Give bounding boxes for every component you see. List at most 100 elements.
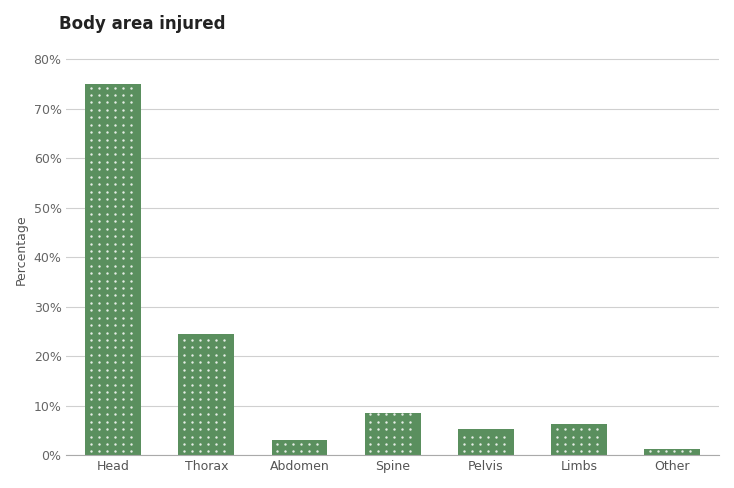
- Point: [92, 203, 104, 210]
- Point: [92, 306, 104, 314]
- Point: [117, 232, 128, 240]
- Point: [194, 410, 206, 418]
- Point: [186, 381, 197, 388]
- Point: [101, 269, 112, 277]
- Point: [101, 121, 112, 129]
- Point: [218, 447, 230, 455]
- Point: [117, 336, 128, 344]
- Point: [125, 447, 137, 455]
- Point: [668, 447, 680, 455]
- Point: [125, 366, 137, 374]
- Point: [92, 351, 104, 359]
- Point: [388, 433, 400, 441]
- Point: [365, 425, 377, 433]
- Point: [92, 180, 104, 188]
- Point: [210, 425, 222, 433]
- Point: [591, 433, 603, 441]
- Point: [279, 447, 291, 455]
- Point: [117, 381, 128, 388]
- Point: [186, 425, 197, 433]
- Point: [210, 418, 222, 426]
- Point: [92, 121, 104, 129]
- Point: [109, 99, 120, 106]
- Point: [117, 150, 128, 158]
- Point: [178, 396, 190, 404]
- Point: [388, 425, 400, 433]
- Point: [117, 113, 128, 121]
- Point: [125, 433, 137, 441]
- Point: [117, 121, 128, 129]
- Point: [404, 418, 416, 426]
- Point: [92, 232, 104, 240]
- Point: [125, 292, 137, 300]
- Point: [202, 344, 214, 351]
- Point: [117, 254, 128, 262]
- Point: [101, 91, 112, 99]
- Point: [380, 440, 392, 448]
- Point: [117, 329, 128, 337]
- Point: [458, 433, 470, 441]
- Point: [85, 336, 97, 344]
- Point: [92, 396, 104, 404]
- Point: [117, 388, 128, 396]
- Point: [202, 366, 214, 374]
- Point: [101, 165, 112, 173]
- Point: [380, 433, 392, 441]
- Point: [575, 447, 586, 455]
- Point: [125, 388, 137, 396]
- Point: [202, 396, 214, 404]
- Point: [85, 344, 97, 351]
- Point: [458, 440, 470, 448]
- Point: [186, 396, 197, 404]
- Point: [365, 418, 377, 426]
- Point: [92, 83, 104, 91]
- Point: [101, 136, 112, 143]
- Point: [210, 381, 222, 388]
- Point: [396, 447, 408, 455]
- Point: [92, 143, 104, 151]
- Point: [125, 336, 137, 344]
- Point: [365, 433, 377, 441]
- Point: [85, 321, 97, 329]
- Point: [125, 396, 137, 404]
- Point: [117, 173, 128, 181]
- Point: [117, 306, 128, 314]
- Point: [125, 106, 137, 114]
- Point: [567, 433, 578, 441]
- Point: [125, 121, 137, 129]
- Point: [109, 203, 120, 210]
- Point: [85, 247, 97, 255]
- Point: [109, 403, 120, 411]
- Point: [372, 433, 384, 441]
- Point: [109, 299, 120, 307]
- Point: [109, 396, 120, 404]
- Point: [101, 440, 112, 448]
- Point: [92, 254, 104, 262]
- Point: [482, 447, 493, 455]
- Point: [287, 447, 299, 455]
- Point: [101, 232, 112, 240]
- Point: [202, 425, 214, 433]
- Point: [117, 314, 128, 322]
- Point: [178, 447, 190, 455]
- Point: [101, 306, 112, 314]
- Point: [372, 447, 384, 455]
- Point: [490, 440, 501, 448]
- Point: [117, 440, 128, 448]
- Point: [101, 433, 112, 441]
- Point: [551, 433, 563, 441]
- Point: [125, 425, 137, 433]
- Point: [101, 373, 112, 381]
- Point: [125, 91, 137, 99]
- Point: [186, 403, 197, 411]
- Point: [372, 425, 384, 433]
- Point: [186, 351, 197, 359]
- Point: [125, 203, 137, 210]
- Point: [178, 418, 190, 426]
- Point: [109, 447, 120, 455]
- Point: [117, 225, 128, 233]
- Point: [101, 240, 112, 247]
- Point: [210, 447, 222, 455]
- Point: [218, 366, 230, 374]
- Point: [85, 158, 97, 166]
